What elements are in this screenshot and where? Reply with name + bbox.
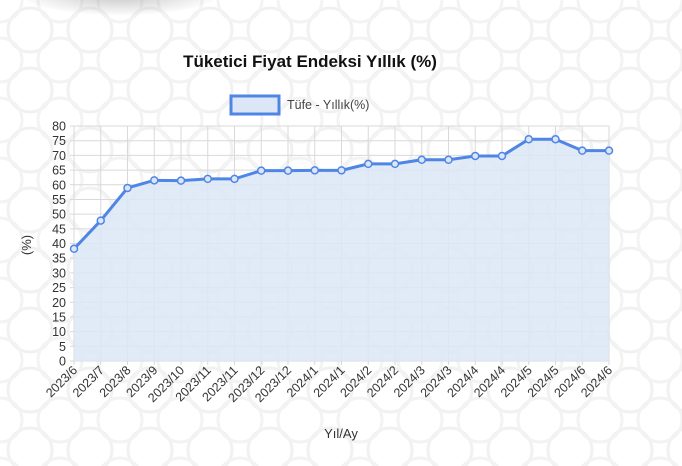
y-tick-label: 75 bbox=[52, 134, 66, 148]
data-point[interactable] bbox=[283, 166, 293, 175]
decorative-shadow bbox=[20, 0, 220, 15]
data-point[interactable] bbox=[123, 183, 132, 193]
y-tick-label: 30 bbox=[52, 266, 66, 280]
legend-swatch bbox=[229, 94, 281, 116]
data-point[interactable] bbox=[310, 166, 319, 175]
data-point[interactable] bbox=[471, 151, 480, 161]
y-tick-label: 45 bbox=[52, 222, 66, 236]
data-point[interactable] bbox=[390, 159, 400, 169]
y-tick-label: 20 bbox=[52, 296, 66, 310]
data-point[interactable] bbox=[96, 216, 105, 225]
y-tick-label: 10 bbox=[52, 325, 66, 339]
x-axis-ticks: 2023/62023/72023/82023/92023/102023/1120… bbox=[43, 363, 615, 405]
y-tick-label: 70 bbox=[52, 149, 66, 163]
y-tick-label: 40 bbox=[52, 237, 66, 251]
data-point[interactable] bbox=[230, 174, 239, 184]
data-point[interactable] bbox=[337, 166, 346, 175]
y-tick-label: 15 bbox=[52, 310, 66, 324]
legend-label: Tüfe - Yıllık(%) bbox=[287, 98, 369, 112]
data-point[interactable] bbox=[524, 134, 533, 144]
y-tick-label: 60 bbox=[52, 178, 66, 192]
chart-title: Tüketici Fiyat Endeksi Yıllık (%) bbox=[183, 52, 437, 71]
y-tick-label: 55 bbox=[52, 193, 66, 207]
data-point[interactable] bbox=[150, 176, 159, 185]
y-tick-label: 0 bbox=[59, 355, 66, 369]
series-area-fill bbox=[74, 139, 609, 361]
data-point[interactable] bbox=[417, 155, 426, 165]
data-point[interactable] bbox=[203, 174, 212, 184]
chart-legend[interactable]: Tüfe - Yıllık(%) bbox=[229, 94, 369, 116]
y-tick-label: 25 bbox=[52, 281, 66, 295]
data-point[interactable] bbox=[364, 159, 373, 169]
data-point[interactable] bbox=[551, 134, 560, 144]
y-axis-label: (%) bbox=[19, 235, 34, 255]
y-tick-label: 65 bbox=[52, 164, 66, 178]
x-axis-label: Yıl/Ay bbox=[324, 426, 358, 441]
y-tick-label: 5 bbox=[59, 340, 66, 354]
data-point[interactable] bbox=[176, 176, 186, 185]
y-tick-label: 35 bbox=[52, 252, 66, 266]
data-point[interactable] bbox=[578, 146, 587, 155]
y-tick-label: 80 bbox=[52, 120, 66, 134]
data-point[interactable] bbox=[257, 166, 266, 175]
data-point[interactable] bbox=[444, 155, 453, 165]
y-tick-label: 50 bbox=[52, 208, 66, 222]
data-point[interactable] bbox=[497, 151, 507, 161]
data-point[interactable] bbox=[69, 244, 79, 254]
data-point[interactable] bbox=[604, 146, 614, 155]
series-area bbox=[74, 139, 609, 361]
series-points bbox=[69, 134, 614, 254]
